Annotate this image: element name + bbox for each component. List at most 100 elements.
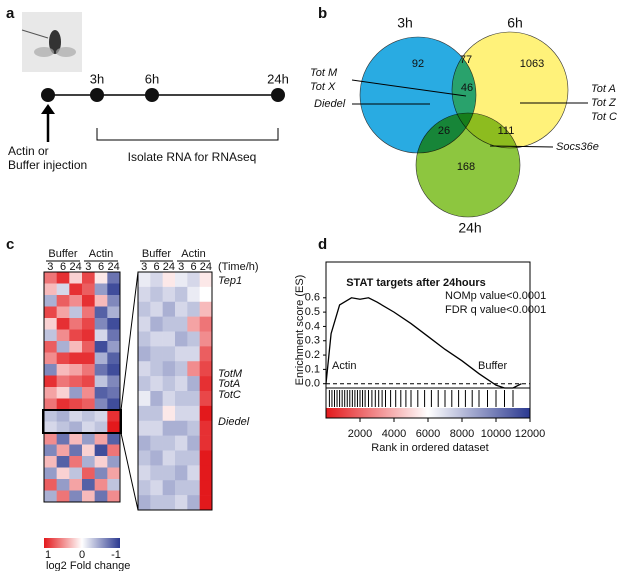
heat-cell (150, 405, 163, 422)
heat-cell (187, 495, 200, 511)
heat-cell (162, 420, 176, 436)
heat-cell (138, 465, 151, 481)
heat-cell (199, 346, 213, 362)
heat-cell (150, 316, 163, 332)
gene-label: TotA (218, 378, 240, 390)
heat-frame (43, 271, 121, 503)
heat-cell (82, 375, 95, 388)
heat-cell (162, 435, 176, 451)
injection-label: Actin or (8, 144, 49, 158)
heat-cell (187, 301, 200, 317)
heat-cell (69, 295, 83, 307)
time-unit: (Time/h) (218, 261, 259, 273)
heat-cell (107, 479, 121, 491)
time-label: 3 (85, 261, 91, 273)
heat-cell (69, 364, 83, 376)
arrow-head (41, 104, 55, 114)
x-tick-label: 4000 (382, 428, 406, 440)
y-tick-label: 0.6 (305, 292, 320, 304)
heat-cell (56, 318, 70, 330)
heat-cell (44, 433, 57, 445)
heat-cell (107, 444, 121, 457)
y-tick-label: 0.2 (305, 349, 320, 361)
annotation: NOMp value<0.0001 (445, 290, 546, 302)
heat-cell (175, 331, 188, 347)
time-label: 24 (163, 261, 175, 273)
heat-cell (150, 331, 163, 347)
x-axis-label: Rank in ordered dataset (371, 442, 488, 454)
heat-cell (56, 329, 70, 342)
group-label: Actin (89, 248, 113, 260)
heat-cell (162, 331, 176, 347)
x-tick-label: 12000 (515, 428, 546, 440)
time-label: 24h (267, 71, 289, 86)
heat-cell (138, 331, 151, 347)
group-label: Buffer (48, 248, 77, 260)
heat-cell (94, 341, 108, 353)
es-curve (325, 297, 522, 389)
panel-label: b (318, 5, 327, 22)
gene-label: Diedel (314, 98, 346, 110)
gene-label: Tot M (310, 67, 338, 79)
time-label: 3 (141, 261, 147, 273)
heat-cell (187, 316, 200, 332)
heat-cell (82, 352, 95, 365)
heat-cell (69, 306, 83, 319)
bracket-label: Isolate RNA for RNAseq (128, 150, 257, 164)
heat-cell (82, 479, 95, 491)
heat-cell (69, 375, 83, 388)
heat-cell (69, 479, 83, 491)
heat-cell (138, 272, 151, 288)
heat-cell (44, 306, 57, 319)
venn-set (415, 112, 521, 218)
heat-cell (187, 376, 200, 392)
time-label: 6 (98, 261, 104, 273)
heat-cell (162, 450, 176, 466)
heat-cell (69, 444, 83, 457)
count: 92 (412, 58, 424, 70)
gene-label: Tot C (591, 111, 617, 123)
heat-cell (175, 420, 188, 436)
heat-cell (56, 433, 70, 445)
heat-cell (187, 450, 200, 466)
heat-cell (107, 433, 121, 445)
heat-cell (175, 480, 188, 496)
legend-tick: 1 (45, 549, 51, 561)
count: 46 (461, 82, 473, 94)
legend-title: log2 Fold change (46, 560, 130, 571)
time-label: 3 (178, 261, 184, 273)
zoom-line (120, 432, 139, 511)
heat-cell (138, 376, 151, 392)
heat-cell (82, 272, 95, 284)
heat-cell (107, 295, 121, 307)
heat-cell (107, 398, 121, 411)
heat-cell (69, 329, 83, 342)
heat-cell (187, 391, 200, 407)
heat-cell (175, 286, 188, 303)
heat-cell (107, 283, 121, 296)
annotation: Buffer (478, 360, 507, 372)
heat-cell (199, 301, 213, 317)
gene-label: Tot Z (591, 97, 617, 109)
heat-cell (56, 364, 70, 376)
timepoint (41, 88, 55, 102)
heat-cell (82, 283, 95, 296)
leader-line (489, 145, 554, 148)
gene-label: Socs36e (556, 141, 599, 153)
heat-cell (187, 420, 200, 436)
count: 26 (438, 125, 450, 137)
heat-cell (82, 329, 95, 342)
heat-cell (56, 341, 70, 353)
heat-cell (44, 490, 57, 503)
time-label: 6h (145, 71, 159, 86)
heat-cell (94, 352, 108, 365)
heat-cell (56, 410, 70, 422)
heat-cell (69, 387, 83, 399)
heat-cell (94, 375, 108, 388)
heat-cell (187, 465, 200, 481)
heat-cell (107, 375, 121, 388)
heat-cell (94, 295, 108, 307)
x-tick-label: 10000 (481, 428, 512, 440)
heat-cell (69, 410, 83, 422)
heat-cell (175, 450, 188, 466)
